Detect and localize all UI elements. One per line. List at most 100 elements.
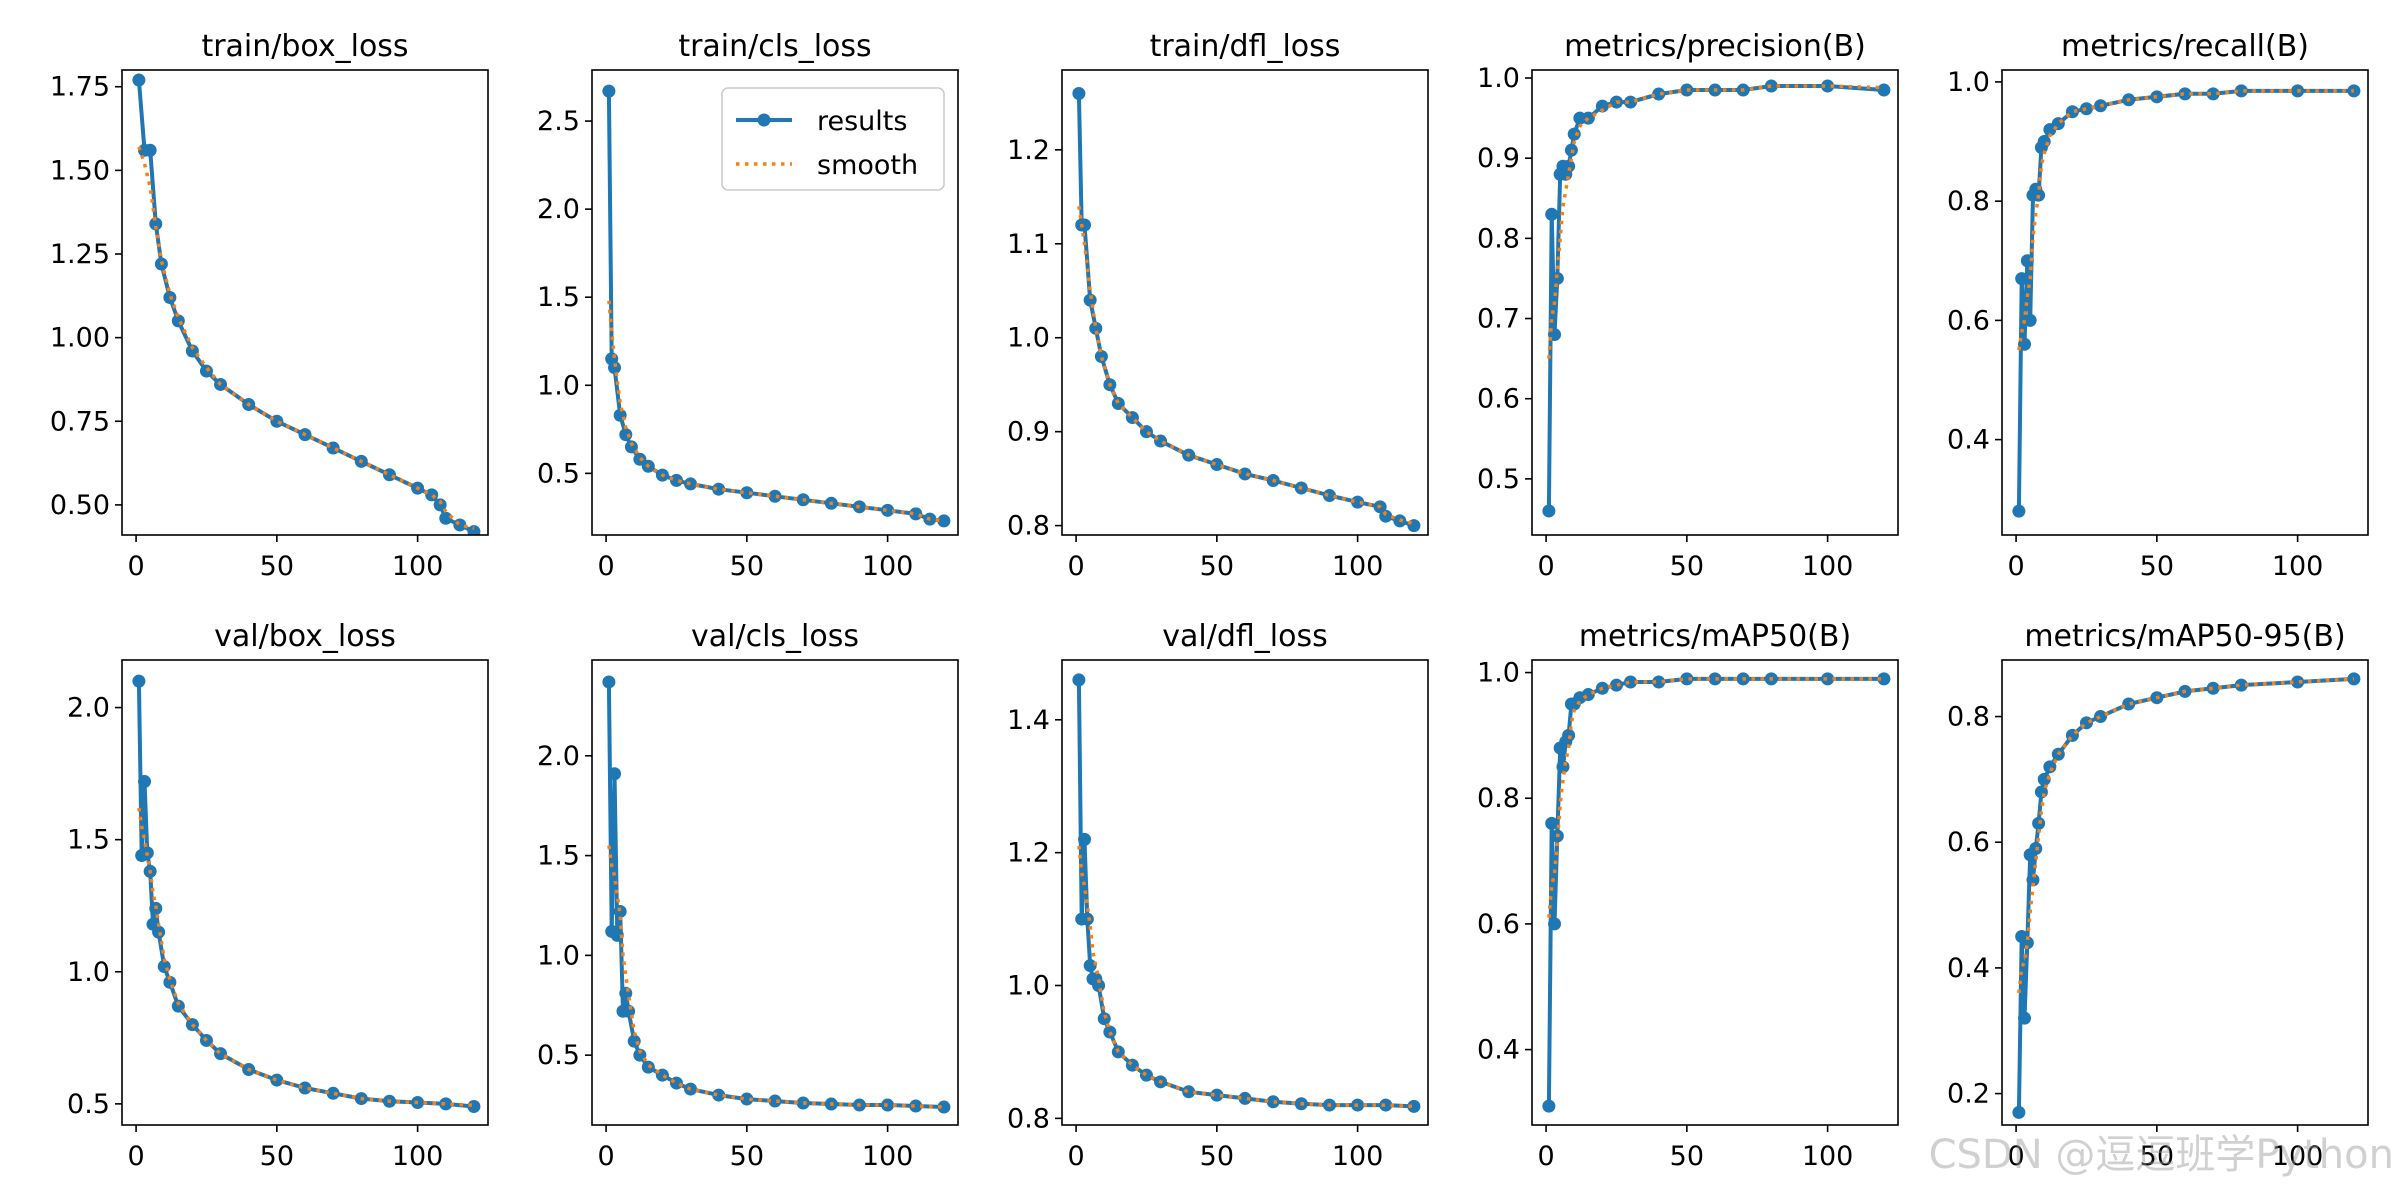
results-point [613, 904, 627, 918]
y-tick-label: 0.5 [537, 458, 580, 489]
subplot-title: metrics/precision(B) [1564, 29, 1866, 64]
results-point [1821, 672, 1835, 686]
x-tick-label: 0 [2007, 1141, 2024, 1172]
results-line [1076, 679, 1414, 1109]
results-point [152, 925, 166, 939]
x-tick-label: 50 [1670, 1141, 1704, 1172]
y-tick-label: 0.9 [1477, 143, 1520, 174]
x-tick-label: 50 [1200, 1141, 1234, 1172]
y-tick-label: 0.2 [1947, 1079, 1990, 1110]
results-point [1545, 207, 1559, 221]
x-tick-label: 0 [2007, 551, 2024, 582]
subplot-2: train/cls_loss 0 50 100 0.5 1.0 1.5 2.0 2.5 resul… [537, 29, 959, 582]
subplot-9: metrics/mAP50(B) 0 50 100 0.4 0.6 0.8 1.0 [1477, 619, 1899, 1172]
y-tick-label: 1.0 [1007, 971, 1050, 1002]
results-point [608, 767, 622, 781]
results-point [2015, 272, 2029, 286]
plot-area [1072, 673, 1421, 1113]
results-point [768, 489, 782, 503]
results-point [2347, 84, 2361, 98]
results-line [136, 681, 475, 1109]
results-point [1877, 672, 1891, 686]
results-point [1624, 95, 1638, 109]
x-tick-label: 50 [260, 1141, 294, 1172]
results-point [937, 1100, 951, 1114]
y-tick-label: 1.0 [537, 370, 580, 401]
results-point [2234, 84, 2248, 98]
y-tick-label: 1.25 [50, 239, 110, 270]
y-tick-label: 0.6 [1947, 305, 1990, 336]
axes-frame [591, 69, 959, 536]
y-tick-label: 1.0 [1477, 658, 1520, 689]
results-line [606, 681, 944, 1109]
axes-frame [1061, 659, 1429, 1126]
results-point [2020, 936, 2034, 950]
y-tick-label: 1.0 [67, 957, 110, 988]
x-tick-label: 100 [862, 1141, 914, 1172]
y-tick-label: 0.5 [1477, 464, 1520, 495]
results-point [1182, 1085, 1196, 1099]
results-point [138, 775, 152, 789]
x-tick-label: 100 [1802, 1141, 1854, 1172]
smooth-line [1077, 845, 1414, 1109]
x-tick-label: 50 [2140, 551, 2174, 582]
results-point [2018, 1011, 2032, 1025]
subplot-8: val/dfl_loss 0 50 100 0.8 1.0 1.2 1.4 [1007, 619, 1429, 1172]
results-point [881, 503, 895, 517]
subplot-1: train/box_loss 0 50 100 0.50 0.75 1.00 1.25 1.50… [50, 29, 489, 582]
smooth-line [607, 300, 945, 523]
subplot-10: metrics/mAP50-95(B) 0 50 100 0.2 0.4 0.6 0.8 [1947, 619, 2369, 1172]
results-point [1266, 1095, 1280, 1109]
subplot-5: metrics/recall(B) 0 50 100 0.4 0.6 0.8 1.0 [1947, 29, 2369, 582]
results-point [149, 217, 163, 231]
plot-area [1542, 672, 1891, 1113]
axes-frame [1531, 69, 1899, 536]
results-line [1546, 84, 1885, 511]
results-point [2234, 678, 2248, 692]
results-point [2023, 313, 2037, 327]
results-point [740, 1092, 754, 1106]
results-point [382, 468, 396, 482]
results-point [2206, 87, 2220, 101]
y-tick-label: 0.6 [1477, 384, 1520, 415]
results-point [1624, 675, 1638, 689]
results-point [439, 1097, 453, 1111]
results-point [1567, 127, 1581, 141]
results-point [298, 1081, 312, 1095]
x-tick-label: 50 [730, 1141, 764, 1172]
plot-area [2012, 84, 2361, 518]
legend-box [721, 87, 945, 191]
subplot-6: val/box_loss 0 50 100 0.5 1.0 1.5 2.0 [67, 619, 489, 1172]
x-tick-label: 0 [597, 551, 614, 582]
results-point [1080, 912, 1094, 926]
results-point [1581, 111, 1595, 125]
results-point [796, 1096, 810, 1110]
results-point [2026, 873, 2040, 887]
results-point [768, 1094, 782, 1108]
results-point [2347, 672, 2361, 686]
results-point [1322, 489, 1336, 503]
results-point [467, 525, 481, 535]
plot-area [132, 674, 481, 1114]
legend-results-label: results [817, 106, 907, 137]
results-point [610, 928, 624, 942]
results-point [909, 1099, 923, 1113]
y-tick-label: 0.50 [50, 490, 110, 521]
results-point [1652, 675, 1666, 689]
subplot-7: val/cls_loss 0 50 100 0.5 1.0 1.5 2.0 [537, 619, 959, 1172]
x-tick-label: 100 [2272, 551, 2324, 582]
smooth-line [607, 845, 944, 1109]
results-point [2291, 675, 2305, 689]
results-point [1097, 1012, 1111, 1026]
results-point [1581, 688, 1595, 702]
results-point [132, 73, 146, 87]
y-tick-label: 2.0 [537, 741, 580, 772]
y-tick-label: 2.5 [537, 106, 580, 137]
results-point [1379, 1098, 1393, 1112]
results-point [608, 361, 622, 375]
legend-results-marker [757, 113, 771, 127]
y-tick-label: 1.0 [537, 940, 580, 971]
results-line [2016, 88, 2354, 512]
x-tick-label: 0 [597, 1141, 614, 1172]
x-tick-label: 0 [1537, 551, 1554, 582]
